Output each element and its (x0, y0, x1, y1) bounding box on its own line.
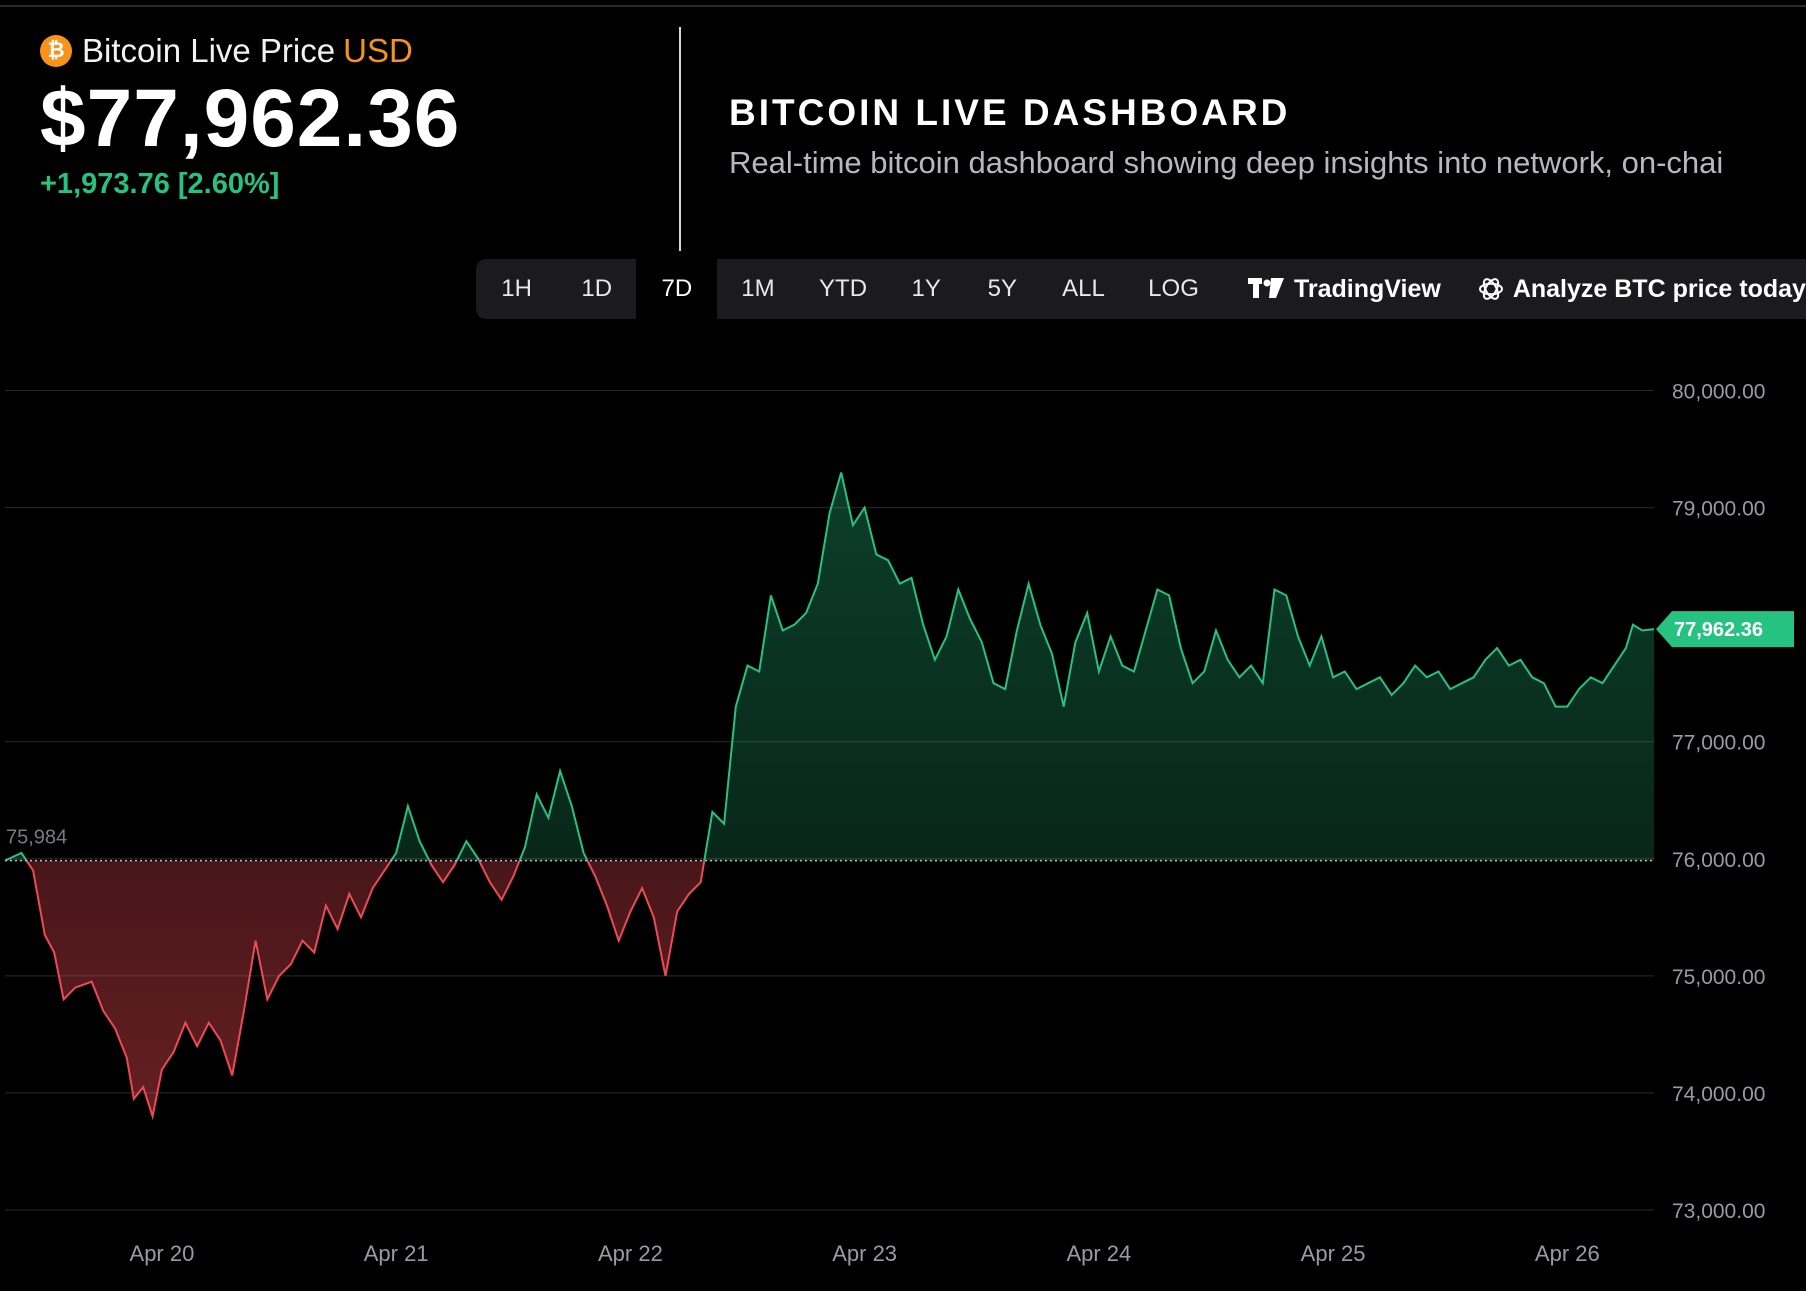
last-price-tag (1656, 611, 1794, 648)
price-area-below-baseline (5, 860, 1654, 1117)
price-line-down (4, 860, 706, 1121)
range-5y-button[interactable]: 5Y (987, 275, 1018, 302)
x-tick-label: Apr 23 (832, 1241, 897, 1266)
price-change: +1,973.76 [2.60%] (40, 168, 280, 201)
x-tick-label: Apr 26 (1535, 1241, 1600, 1266)
x-tick-label: Apr 24 (1066, 1241, 1131, 1266)
current-price: $77,962.36 (40, 73, 461, 164)
y-tick-label: 80,000.00 (1672, 381, 1765, 404)
price-chart[interactable]: 80,000.00 79,000.00 77,000.00 76,000.00 75,0… (0, 330, 1806, 1286)
range-1m-button[interactable]: 1M (741, 275, 775, 302)
x-tick-label: Apr 20 (130, 1241, 195, 1266)
y-tick-label: 77,000.00 (1672, 732, 1765, 755)
ai-assistant-icon (1477, 275, 1505, 303)
top-border (0, 5, 1806, 7)
range-7d-button[interactable]: 7D (636, 259, 718, 319)
bitcoin-icon: ₿ (40, 35, 72, 67)
price-title: Bitcoin Live Price (82, 32, 336, 69)
baseline-label: 75,984 (6, 827, 67, 849)
analyze-btc-button[interactable]: Analyze BTC price today (1477, 259, 1806, 319)
last-price-label: 77,962.36 (1674, 619, 1763, 641)
x-tick-label: Apr 21 (364, 1241, 429, 1266)
chart-toolbar: 1H 1D 7D 1M YTD 1Y 5Y ALL LOG TradingVie… (476, 259, 1806, 319)
price-area-above-baseline (5, 472, 1654, 861)
y-tick-label: 73,000.00 (1672, 1200, 1765, 1223)
x-tick-label: Apr 22 (598, 1241, 663, 1266)
analyze-label: Analyze BTC price today (1512, 274, 1806, 303)
range-all-button[interactable]: ALL (1062, 275, 1105, 302)
y-tick-label: 74,000.00 (1672, 1083, 1765, 1106)
range-1h-button[interactable]: 1H (501, 275, 532, 302)
tradingview-logo-icon (1248, 278, 1285, 300)
log-scale-button[interactable]: LOG (1148, 275, 1199, 302)
price-chart-svg[interactable]: 80,000.00 79,000.00 77,000.00 76,000.00 75,0… (0, 330, 1806, 1286)
range-1d-button[interactable]: 1D (581, 275, 613, 302)
dashboard-description: Real-time bitcoin dashboard showing deep… (729, 145, 1724, 180)
range-1y-button[interactable]: 1Y (911, 275, 941, 302)
dashboard-title: BITCOIN LIVE DASHBOARD (729, 92, 1291, 133)
header-divider (679, 27, 681, 251)
y-tick-label: 76,000.00 (1672, 849, 1765, 872)
price-header: ₿ Bitcoin Live Price USD $77,962.36 +1,9… (40, 30, 460, 201)
tradingview-button[interactable]: TradingView (1248, 259, 1441, 319)
price-title-row: ₿ Bitcoin Live Price USD (40, 30, 460, 72)
currency-label[interactable]: USD (343, 32, 413, 69)
price-line-up (4, 472, 1655, 861)
y-tick-label: 75,000.00 (1672, 966, 1765, 989)
range-ytd-button[interactable]: YTD (819, 275, 868, 302)
tradingview-label: TradingView (1294, 274, 1441, 303)
x-tick-label: Apr 25 (1301, 1241, 1366, 1266)
y-tick-label: 79,000.00 (1672, 498, 1765, 521)
